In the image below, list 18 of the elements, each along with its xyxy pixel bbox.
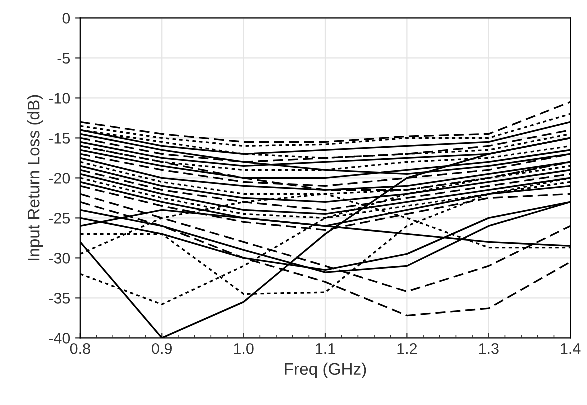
x-tick-label: 1.3	[479, 343, 499, 354]
y-tick-label: -20	[49, 173, 70, 184]
y-tick-label: -25	[49, 213, 70, 224]
x-tick-label: 1.4	[561, 344, 581, 354]
x-tick-label: 0.9	[152, 343, 172, 354]
x-tick-label: 1.2	[398, 343, 418, 354]
x-tick-label: 1.0	[234, 343, 254, 354]
y-tick-label: -10	[49, 93, 70, 104]
y-tick-label: -30	[49, 253, 70, 264]
y-tick-label: -15	[49, 133, 70, 144]
y-tick-label: 0	[62, 13, 70, 24]
x-tick-label: 0.8	[70, 343, 90, 354]
y-tick-label: -35	[49, 293, 70, 304]
x-axis-title: Freq (GHz)	[285, 362, 366, 378]
y-tick-label: -40	[49, 333, 70, 344]
x-tick-label: 1.1	[316, 344, 336, 354]
y-axis-title: Input Return Loss (dB)	[28, 95, 44, 260]
y-tick-label: -5	[58, 53, 70, 64]
